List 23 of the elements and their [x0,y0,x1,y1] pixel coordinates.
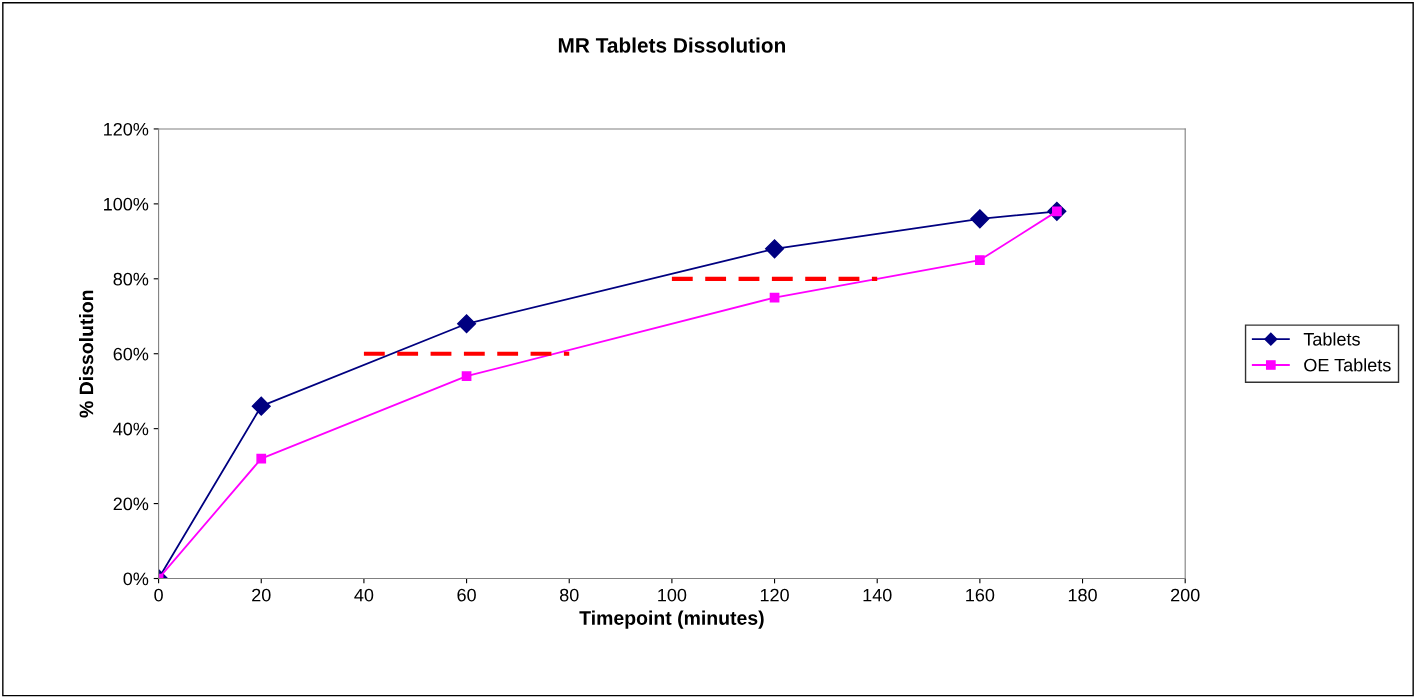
x-tick-label: 200 [1171,588,1200,602]
x-tick-label: 120 [760,588,789,602]
x-tick-label: 80 [559,588,579,602]
x-tick-label: 180 [1068,588,1097,602]
x-tick-label: 60 [457,588,476,602]
x-tick-label: 160 [966,588,995,602]
legend-label: OE Tablets [1304,358,1391,372]
y-tick-label: 20% [113,497,149,511]
x-axis-title: Timepoint (minutes) [579,610,764,629]
y-tick-label: 80% [113,272,149,286]
y-tick-label: 120% [104,122,149,136]
x-tick-label: 100 [658,588,687,602]
y-tick-label: 0% [123,572,149,586]
x-tick-label: 40 [354,588,374,602]
legend-label: Tablets [1303,332,1360,346]
y-tick-label: 60% [113,347,149,361]
x-tick-label: 0 [154,588,163,602]
x-tick-label: 140 [863,588,892,602]
chart-title: MR Tablets Dissolution [558,37,786,53]
y-axis-title: % Dissolution [79,290,94,418]
y-tick-label: 100% [104,197,149,211]
y-tick-label: 40% [113,422,149,436]
x-tick-label: 20 [252,588,271,602]
